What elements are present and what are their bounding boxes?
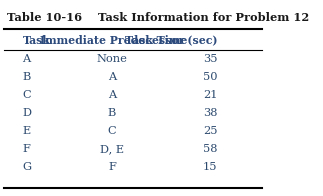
Text: A: A: [108, 90, 116, 100]
Text: A: A: [108, 72, 116, 82]
Text: 58: 58: [203, 144, 217, 154]
Text: D, E: D, E: [100, 144, 124, 154]
Text: G: G: [23, 162, 32, 172]
Text: F: F: [23, 144, 30, 154]
Text: 38: 38: [203, 108, 217, 118]
Text: Task Time(sec): Task Time(sec): [125, 34, 217, 45]
Text: 25: 25: [203, 126, 217, 136]
Text: F: F: [108, 162, 116, 172]
Text: 21: 21: [203, 90, 217, 100]
Text: Table 10-16    Task Information for Problem 12: Table 10-16 Task Information for Problem…: [7, 12, 309, 23]
Text: E: E: [23, 126, 31, 136]
Text: C: C: [23, 90, 31, 100]
Text: 15: 15: [203, 162, 217, 172]
Text: None: None: [97, 54, 127, 64]
Text: B: B: [23, 72, 31, 82]
Text: Task: Task: [23, 34, 50, 45]
Text: 50: 50: [203, 72, 217, 82]
Text: C: C: [108, 126, 116, 136]
Text: D: D: [23, 108, 31, 118]
Text: 35: 35: [203, 54, 217, 64]
Text: Immediate Predecessor: Immediate Predecessor: [40, 34, 184, 45]
Text: A: A: [23, 54, 31, 64]
Text: B: B: [108, 108, 116, 118]
